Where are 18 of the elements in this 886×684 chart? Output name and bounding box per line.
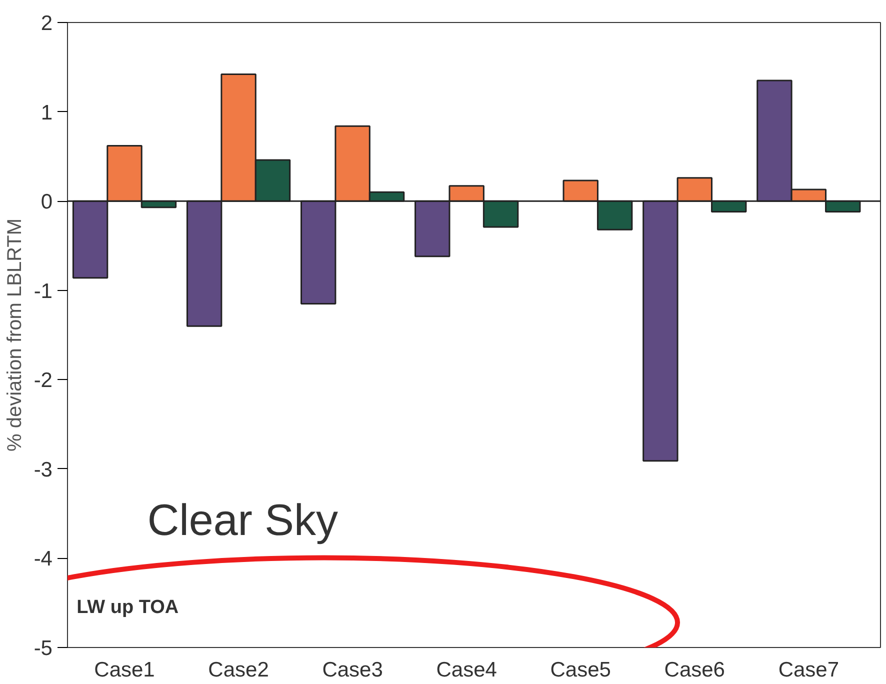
- x-tick-label: Case6: [664, 658, 725, 682]
- x-tick-label: Case3: [322, 658, 383, 682]
- y-tick-label: 2: [40, 12, 53, 35]
- annotation: LW up TOA: [76, 597, 179, 618]
- x-tick-label: Case1: [94, 658, 155, 682]
- y-tick-label: -2: [34, 369, 53, 392]
- x-tick-label: Case7: [778, 658, 840, 682]
- x-tick-label: Case4: [436, 658, 498, 682]
- annotation: Clear Sky: [147, 496, 338, 545]
- x-tick-label: Case2: [208, 658, 269, 682]
- y-tick-label: -1: [34, 280, 53, 303]
- y-tick-label: 0: [40, 190, 53, 214]
- y-tick-label: -4: [34, 548, 53, 571]
- y-tick-label: -3: [34, 458, 53, 482]
- y-tick-label: -5: [34, 637, 53, 660]
- y-axis-title: % deviation from LBLRTM: [4, 218, 26, 452]
- y-tick-label: 1: [40, 101, 53, 124]
- x-tick-label: Case5: [550, 658, 611, 682]
